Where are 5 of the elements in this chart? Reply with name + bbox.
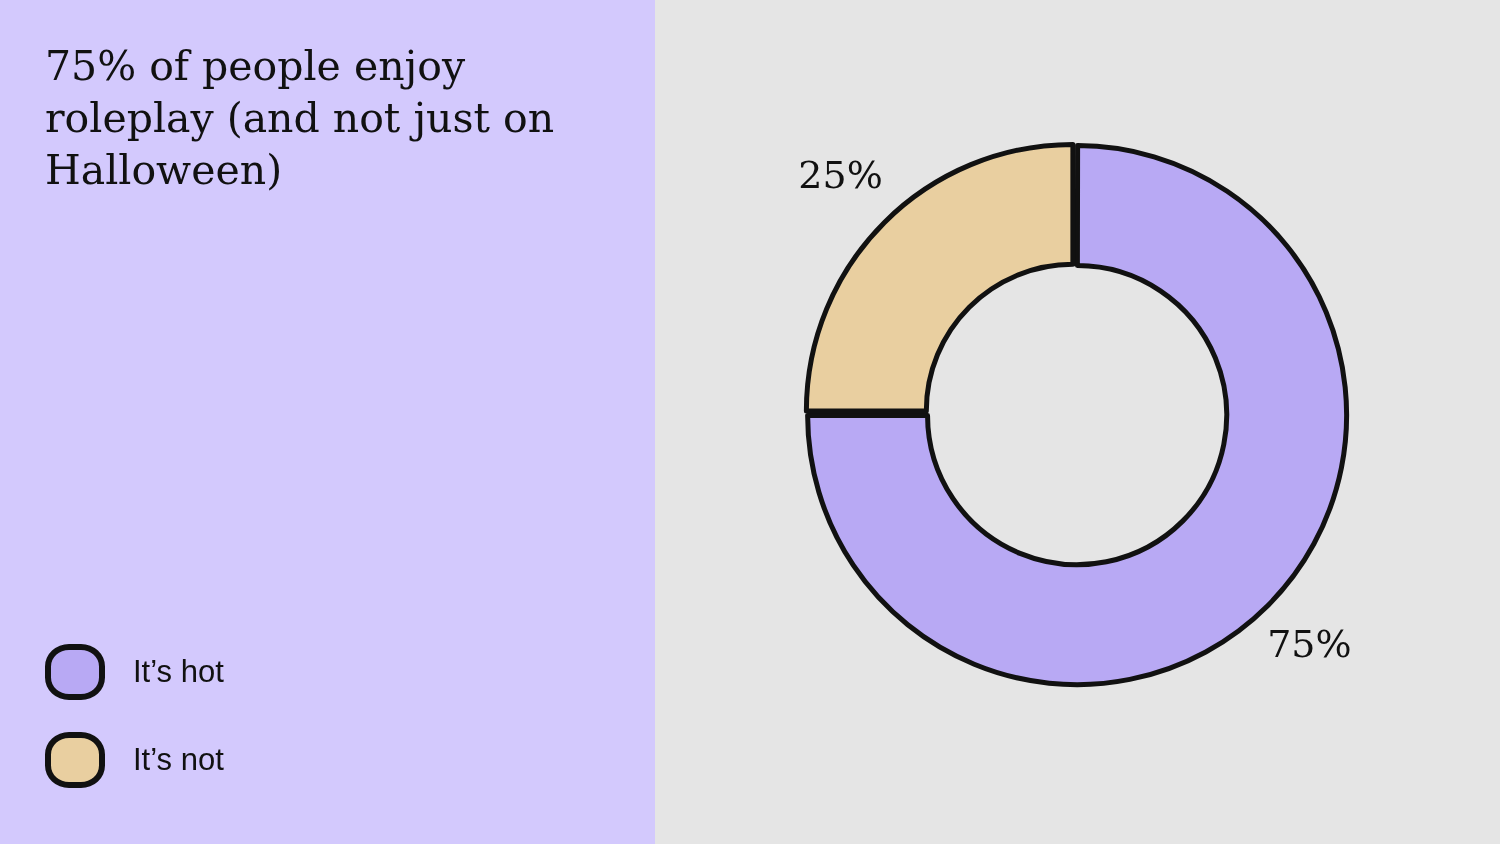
legend-label: It’s hot bbox=[133, 654, 224, 690]
data-label: 25% bbox=[798, 153, 883, 198]
chart-title: 75% of people enjoy roleplay (and not just on Halloween) bbox=[45, 41, 556, 196]
legend-label: It’s not bbox=[133, 742, 224, 778]
data-label: 75% bbox=[1267, 622, 1352, 667]
